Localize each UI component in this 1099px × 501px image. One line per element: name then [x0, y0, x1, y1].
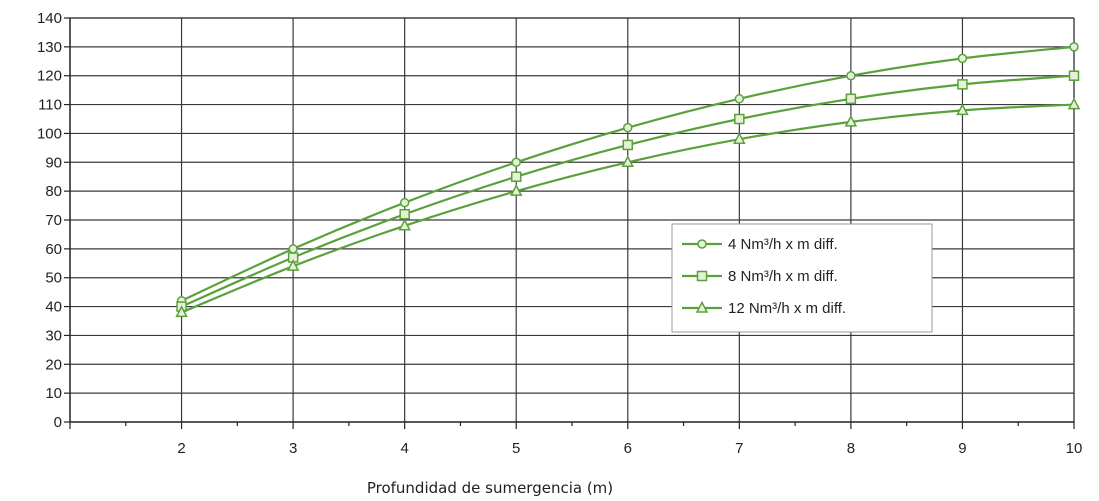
y-tick-label: 140: [37, 10, 62, 27]
x-axis-label: Profundidad de sumergencia (m): [367, 479, 613, 497]
legend-label: 12 Nm³/h x m diff.: [728, 300, 846, 317]
triangle-marker: [733, 132, 746, 144]
y-tick-label: 120: [37, 68, 62, 85]
y-tick-label: 50: [45, 270, 62, 287]
legend: 4 Nm³/h x m diff. 8 Nm³/h x m diff. 12 Nm³…: [671, 223, 933, 333]
circle-marker: [511, 157, 521, 168]
y-tick-label: 130: [37, 39, 62, 56]
legend-item: 4 Nm³/h x m diff.: [682, 236, 838, 253]
y-axis-ticks: 0 10 20 30 40 50 60 70 80 90 100 110 120 130 140: [37, 10, 70, 431]
circle-marker: [399, 197, 410, 208]
y-tick-label: 10: [45, 385, 62, 402]
square-marker: [696, 270, 708, 282]
grid: [70, 17, 1075, 422]
x-tick-label: 7: [735, 440, 743, 457]
triangle-marker: [621, 155, 635, 168]
legend-item: 8 Nm³/h x m diff.: [682, 268, 838, 285]
series-1: [176, 42, 1079, 306]
x-tick-label: 4: [400, 440, 408, 457]
circle-marker: [288, 244, 298, 254]
x-tick-label: 2: [177, 440, 185, 457]
circle-marker: [846, 70, 856, 81]
y-tick-label: 40: [45, 299, 62, 316]
x-axis-ticks: 2 3 4 5 6 7 8 9 10: [69, 422, 1083, 457]
y-tick-label: 90: [45, 154, 62, 171]
triangle-marker: [398, 218, 411, 231]
square-marker: [1068, 70, 1080, 81]
square-marker: [845, 93, 857, 105]
x-tick-label: 3: [289, 440, 297, 457]
legend-item: 12 Nm³/h x m diff.: [682, 300, 846, 317]
x-tick-label: 6: [624, 440, 632, 457]
y-tick-label: 60: [45, 241, 62, 258]
circle-marker: [1069, 42, 1079, 52]
triangle-marker: [175, 305, 188, 318]
square-marker: [734, 113, 745, 125]
x-tick-label: 10: [1066, 440, 1083, 457]
series-group: [175, 42, 1081, 318]
square-marker: [399, 208, 410, 220]
circle-marker: [697, 239, 707, 249]
y-tick-label: 0: [54, 414, 62, 431]
x-tick-label: 9: [958, 440, 966, 457]
y-tick-label: 100: [37, 125, 62, 142]
y-tick-label: 70: [45, 212, 62, 229]
triangle-marker: [695, 300, 709, 313]
triangle-marker: [1067, 97, 1081, 110]
square-marker: [510, 171, 522, 182]
legend-box: [671, 223, 933, 333]
circle-marker: [957, 53, 968, 64]
y-tick-label: 30: [45, 327, 62, 344]
x-tick-label: 5: [512, 440, 520, 457]
triangle-marker: [509, 184, 523, 196]
square-marker: [622, 139, 634, 151]
square-marker: [957, 79, 968, 90]
circle-marker: [734, 94, 745, 104]
y-tick-label: 80: [45, 183, 62, 200]
y-tick-label: 20: [45, 356, 62, 373]
y-tick-label: 110: [38, 97, 62, 114]
legend-label: 8 Nm³/h x m diff.: [728, 268, 838, 285]
triangle-marker: [956, 103, 969, 116]
triangle-marker: [286, 259, 300, 271]
triangle-marker: [844, 114, 858, 127]
x-tick-label: 8: [847, 440, 855, 457]
legend-label: 4 Nm³/h x m diff.: [728, 236, 838, 253]
series-3: [175, 97, 1081, 318]
circle-marker: [623, 122, 633, 133]
